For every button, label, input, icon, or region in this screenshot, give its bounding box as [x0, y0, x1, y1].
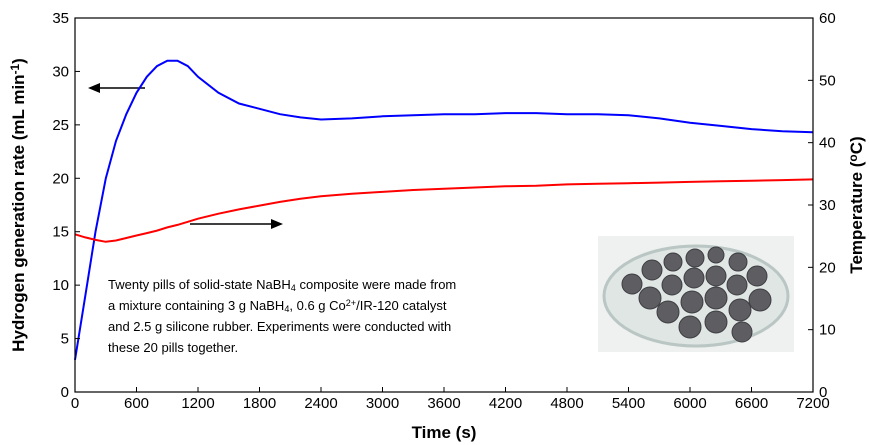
pills [621, 246, 772, 343]
y-tick-label: 25 [52, 117, 69, 134]
rich-text: and 2.5 g silicone rubber. Experiments w… [108, 319, 451, 334]
text-part: a mixture containing 3 g NaBH [108, 298, 284, 313]
text-part: and 2.5 g silicone rubber. Experiments w… [108, 319, 451, 334]
line-series [74, 178, 814, 243]
y2-tick-label: 20 [819, 259, 836, 276]
x-tick-label: 4800 [550, 395, 583, 412]
text-part: , 0.6 g Co [289, 298, 345, 313]
y2-tick-label: 50 [819, 72, 836, 89]
rich-text: these 20 pills together. [108, 340, 238, 355]
text-part: composite were made from [296, 277, 456, 292]
rich-text: Temperature (oC) [846, 136, 866, 273]
text-part: 2+ [346, 298, 356, 308]
y2-tick-label: 0 [819, 384, 827, 401]
text-part: Twenty pills of solid-state NaBH [108, 277, 291, 292]
arrows [88, 83, 283, 229]
y-tick-label: 15 [52, 224, 69, 241]
text-part: 4 [284, 304, 289, 314]
text-part: 4 [291, 283, 296, 293]
arrow-head [271, 219, 283, 229]
x-tick-label: 0 [71, 395, 79, 412]
y-tick-label: 20 [52, 170, 69, 187]
y-tick-label: 30 [52, 63, 69, 80]
x-tick-label: 6000 [673, 395, 706, 412]
x-tick-label: 1800 [243, 395, 276, 412]
text-part: Temperature ( [847, 161, 866, 273]
text-part: -1 [8, 63, 22, 74]
x-tick-label: 4200 [489, 395, 522, 412]
y2-tick-label: 60 [819, 10, 836, 27]
y-tick-label: 5 [61, 331, 69, 348]
text-part: these 20 pills together. [108, 340, 238, 355]
text-part: /IR-120 catalyst [356, 298, 447, 313]
x-axis-title: Time (s) [412, 423, 477, 442]
text-part: ) [9, 58, 28, 64]
x-tick-label: 3600 [427, 395, 460, 412]
y-tick-label: 0 [61, 384, 69, 401]
x-tick-label: 600 [124, 395, 149, 412]
y2-tick-label: 30 [819, 197, 836, 214]
x-tick-label: 5400 [612, 395, 645, 412]
x-tick-label: 3000 [366, 395, 399, 412]
x-tick-label: 1200 [181, 395, 214, 412]
y2-tick-label: 40 [819, 135, 836, 152]
text-part: o [846, 154, 860, 161]
text-part: C) [847, 136, 866, 154]
y2-tick-label: 10 [819, 322, 836, 339]
y-tick-label: 35 [52, 10, 69, 27]
rich-text: Hydrogen generation rate (mL min-1) [8, 58, 28, 352]
text-part: Hydrogen generation rate (mL min [9, 74, 28, 351]
photo [598, 236, 794, 352]
x-tick-label: 7200 [796, 395, 829, 412]
x-tick-label: 2400 [304, 395, 337, 412]
y-tick-label: 10 [52, 277, 69, 294]
rich-text: Twenty pills of solid-state NaBH4 compos… [108, 277, 456, 293]
arrow-head [88, 83, 100, 93]
rich-text: a mixture containing 3 g NaBH4, 0.6 g Co… [108, 298, 447, 314]
x-tick-label: 6600 [735, 395, 768, 412]
line-series [74, 59, 814, 361]
